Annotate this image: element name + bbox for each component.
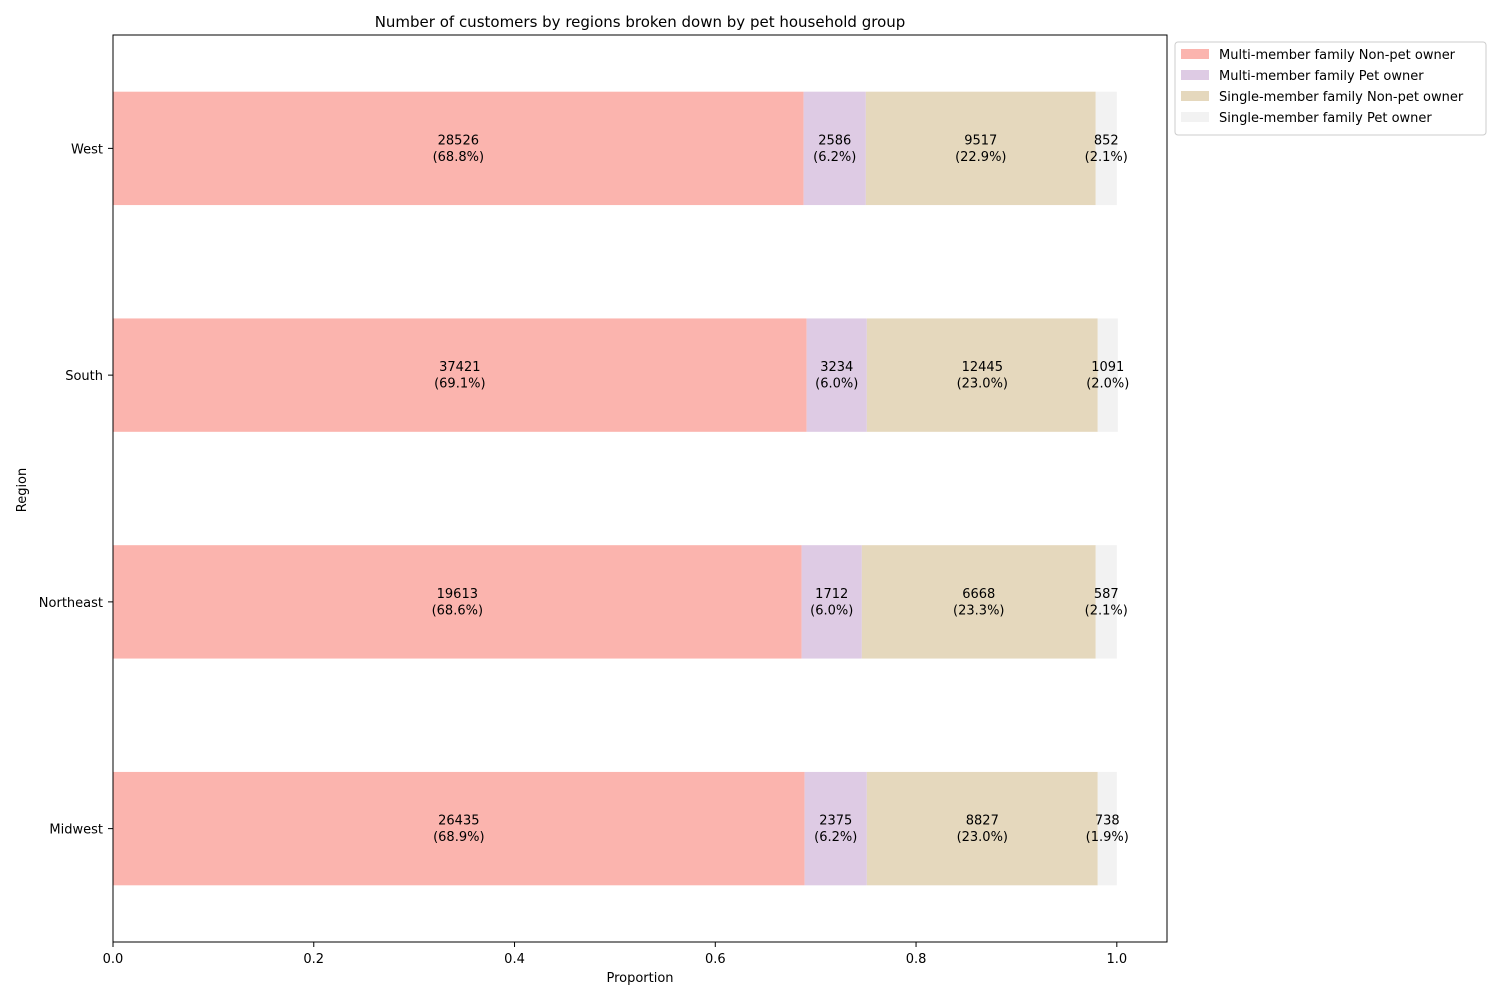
x-tick-label: 0.0 xyxy=(103,952,124,967)
x-tick-label: 0.4 xyxy=(504,952,525,967)
data-label-northeast-series-2: 6668 (23.3%) xyxy=(953,587,1004,619)
y-tick-label-northeast: Northeast xyxy=(39,596,103,611)
chart-title: Number of customers by regions broken do… xyxy=(375,13,906,31)
bar-segment-midwest-series-0 xyxy=(113,771,805,886)
x-tick-label: 0.6 xyxy=(705,952,726,967)
legend-label-series-1: Multi-member family Pet owner xyxy=(1219,69,1424,84)
bar-segment-west-series-1 xyxy=(803,91,866,206)
bar-segment-midwest-series-3 xyxy=(1097,771,1117,886)
data-label-northeast-series-0: 19613 (68.6%) xyxy=(432,587,483,619)
x-tick-label: 1.0 xyxy=(1106,952,1127,967)
y-axis-ticks: Midwest Northeast South West xyxy=(39,142,113,838)
data-label-northeast-series-3: 587 (2.1%) xyxy=(1085,587,1128,619)
data-label-northeast-series-1: 1712 (6.0%) xyxy=(810,587,853,619)
x-axis-label: Proportion xyxy=(606,971,673,986)
bar-segment-south-series-3 xyxy=(1097,318,1118,432)
bar-segment-south-series-0 xyxy=(113,318,807,432)
bar-segment-midwest-series-1 xyxy=(804,771,867,886)
legend-label-series-0: Multi-member family Non-pet owner xyxy=(1219,48,1456,63)
bar-segment-west-series-2 xyxy=(865,91,1096,206)
y-tick-label-midwest: Midwest xyxy=(49,823,103,838)
plot-area-frame xyxy=(112,34,1168,943)
x-tick-label: 0.8 xyxy=(906,952,927,967)
data-labels-layer: 26435 (68.9%) 2375 (6.2%) 8827 (23.0%) 738 (1.9… xyxy=(432,133,1130,845)
legend-swatch-series-0 xyxy=(1181,49,1209,59)
data-label-midwest-series-1: 2375 (6.2%) xyxy=(814,814,857,846)
legend-label-series-2: Single-member family Non-pet owner xyxy=(1219,90,1464,105)
data-label-south-series-1: 3234 (6.0%) xyxy=(815,360,858,392)
data-label-south-series-3: 1091 (2.0%) xyxy=(1086,360,1129,392)
bar-segment-northeast-series-1 xyxy=(801,545,862,659)
bar-segment-south-series-1 xyxy=(806,318,867,432)
data-label-west-series-0: 28526 (68.8%) xyxy=(433,133,484,165)
bar-segment-northeast-series-3 xyxy=(1095,545,1117,659)
data-label-midwest-series-0: 26435 (68.9%) xyxy=(433,814,484,846)
y-tick-label-west: West xyxy=(71,142,103,157)
y-tick-label-south: South xyxy=(65,369,103,384)
x-axis-ticks: 0.0 0.2 0.4 0.6 0.8 1.0 xyxy=(103,942,1127,967)
x-tick-label: 0.2 xyxy=(303,952,324,967)
legend-box xyxy=(1174,41,1487,136)
data-label-west-series-3: 852 (2.1%) xyxy=(1085,133,1128,165)
legend-swatch-series-2 xyxy=(1181,91,1209,101)
data-label-west-series-2: 9517 (22.9%) xyxy=(955,133,1006,165)
y-axis-label: Region xyxy=(15,468,30,513)
legend-swatch-series-3 xyxy=(1181,112,1209,122)
bars-layer xyxy=(113,91,1118,886)
bar-segment-south-series-2 xyxy=(866,318,1098,432)
bar-segment-midwest-series-2 xyxy=(866,771,1098,886)
legend-swatch-series-1 xyxy=(1181,70,1209,80)
bar-segment-west-series-0 xyxy=(113,91,804,206)
data-label-south-series-0: 37421 (69.1%) xyxy=(434,360,485,392)
legend-label-series-3: Single-member family Pet owner xyxy=(1219,111,1432,126)
bar-segment-west-series-3 xyxy=(1095,91,1117,206)
bar-segment-northeast-series-2 xyxy=(861,545,1096,659)
bar-segment-northeast-series-0 xyxy=(113,545,802,659)
data-label-west-series-1: 2586 (6.2%) xyxy=(813,133,856,165)
data-label-midwest-series-2: 8827 (23.0%) xyxy=(957,814,1008,846)
data-label-midwest-series-3: 738 (1.9%) xyxy=(1086,814,1129,846)
data-label-south-series-2: 12445 (23.0%) xyxy=(957,360,1008,392)
legend: Multi-member family Non-pet owner Multi-m… xyxy=(1174,41,1487,136)
